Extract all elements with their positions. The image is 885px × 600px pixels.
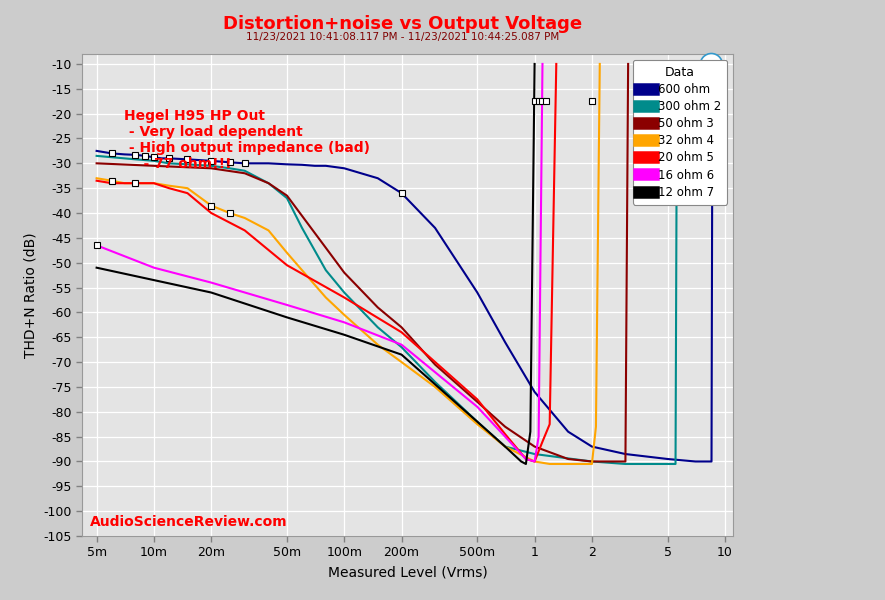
Text: 11/23/2021 10:41:08.117 PM - 11/23/2021 10:44:25.087 PM: 11/23/2021 10:41:08.117 PM - 11/23/2021 …: [246, 32, 559, 42]
Text: ap: ap: [704, 59, 720, 70]
Text: Distortion+noise vs Output Voltage: Distortion+noise vs Output Voltage: [223, 15, 582, 33]
Legend: 600 ohm, 300 ohm 2, 50 ohm 3, 32 ohm 4, 20 ohm 5, 16 ohm 6, 12 ohm 7: 600 ohm, 300 ohm 2, 50 ohm 3, 32 ohm 4, …: [633, 60, 727, 205]
X-axis label: Measured Level (Vrms): Measured Level (Vrms): [327, 565, 488, 579]
Text: AudioScienceReview.com: AudioScienceReview.com: [89, 515, 288, 529]
Text: Hegel H95 HP Out
 - Very load dependent
 - High output impedance (bad)
    - 77 : Hegel H95 HP Out - Very load dependent -…: [125, 109, 371, 171]
Y-axis label: THD+N Ratio (dB): THD+N Ratio (dB): [24, 232, 38, 358]
